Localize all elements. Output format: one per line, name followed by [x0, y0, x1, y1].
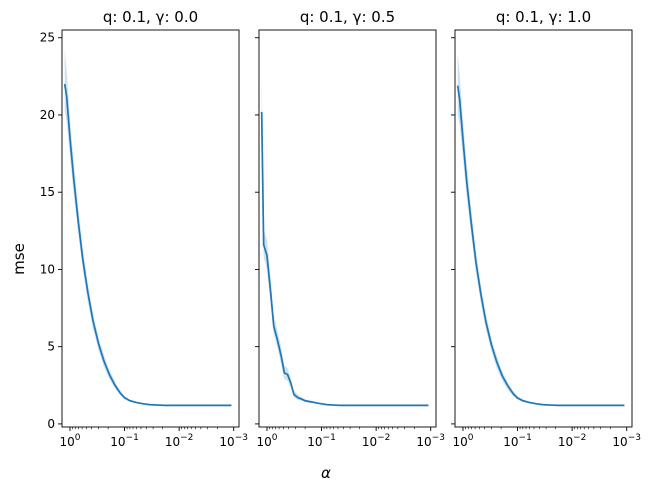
y-tick: 25 — [40, 31, 62, 45]
y-tick-label: 15 — [40, 185, 55, 199]
x-tick: 10−2 — [558, 427, 587, 449]
axes-frame — [258, 29, 437, 428]
x-tick-label: 10−1 — [110, 433, 139, 449]
panel-title: q: 0.1, γ: 0.5 — [300, 8, 395, 26]
x-tick: 100 — [256, 427, 278, 449]
y-tick-label: 5 — [47, 340, 55, 354]
x-tick-label: 10−3 — [219, 433, 248, 449]
x-tick-exponent: −3 — [628, 433, 641, 443]
x-tick-base: 10 — [59, 435, 74, 449]
x-tick-label: 10−2 — [362, 433, 391, 449]
x-tick-base: 10 — [416, 435, 431, 449]
confidence-band — [64, 50, 232, 406]
x-tick: 10−1 — [307, 427, 336, 449]
x-tick: 10−3 — [219, 427, 248, 449]
x-tick: 10−3 — [612, 427, 641, 449]
x-tick: 10−2 — [362, 427, 391, 449]
x-tick-exponent: 0 — [75, 433, 81, 443]
y-axis-label: mse — [10, 243, 28, 275]
x-tick-base: 10 — [362, 435, 377, 449]
x-tick-exponent: −3 — [235, 433, 248, 443]
y-tick-label: 10 — [40, 262, 55, 276]
x-tick-label: 10−3 — [416, 433, 445, 449]
x-tick-label: 100 — [256, 433, 277, 449]
x-tick-label: 10−1 — [307, 433, 336, 449]
x-tick: 10−2 — [165, 427, 194, 449]
x-tick-exponent: −3 — [432, 433, 445, 443]
x-tick: 100 — [59, 427, 81, 449]
panel-title: q: 0.1, γ: 0.0 — [103, 8, 198, 26]
y-tick: 0 — [47, 417, 62, 431]
y-tick-label: 0 — [47, 417, 55, 431]
x-tick-base: 10 — [612, 435, 627, 449]
x-tick-label: 10−1 — [503, 433, 532, 449]
x-tick-base: 10 — [110, 435, 125, 449]
x-tick-base: 10 — [307, 435, 322, 449]
x-tick-base: 10 — [165, 435, 180, 449]
panel-title: q: 0.1, γ: 1.0 — [496, 8, 591, 26]
x-tick-exponent: 0 — [468, 433, 474, 443]
x-tick-exponent: −1 — [126, 433, 139, 443]
x-tick: 10−1 — [503, 427, 532, 449]
x-tick-base: 10 — [452, 435, 467, 449]
series-line — [260, 111, 429, 407]
confidence-band — [261, 74, 429, 406]
x-tick-base: 10 — [558, 435, 573, 449]
x-tick-base: 10 — [219, 435, 234, 449]
x-tick: 10−3 — [416, 427, 445, 449]
x-tick-label: 10−2 — [558, 433, 587, 449]
y-tick-label: 20 — [40, 108, 55, 122]
x-tick-exponent: −2 — [573, 433, 586, 443]
x-axis-label: α — [321, 464, 331, 482]
axes-frame — [61, 29, 240, 428]
x-tick: 100 — [452, 427, 474, 449]
x-tick-exponent: 0 — [272, 433, 278, 443]
series-line — [63, 83, 232, 407]
x-tick-exponent: −1 — [519, 433, 532, 443]
x-tick-exponent: −2 — [377, 433, 390, 443]
x-tick-label: 100 — [452, 433, 473, 449]
x-tick: 10−1 — [110, 427, 139, 449]
x-tick-label: 10−3 — [612, 433, 641, 449]
y-tick-label: 25 — [40, 31, 55, 45]
y-tick: 20 — [40, 108, 62, 122]
x-tick-label: 100 — [59, 433, 80, 449]
x-tick-exponent: −2 — [180, 433, 193, 443]
x-tick-exponent: −1 — [323, 433, 336, 443]
axes-frame — [454, 29, 633, 428]
series-line — [456, 85, 625, 407]
x-tick-label: 10−2 — [165, 433, 194, 449]
x-tick-base: 10 — [256, 435, 271, 449]
x-tick-base: 10 — [503, 435, 518, 449]
y-tick: 10 — [40, 262, 62, 276]
y-tick: 15 — [40, 185, 62, 199]
confidence-band — [457, 53, 625, 406]
y-tick: 5 — [47, 340, 62, 354]
